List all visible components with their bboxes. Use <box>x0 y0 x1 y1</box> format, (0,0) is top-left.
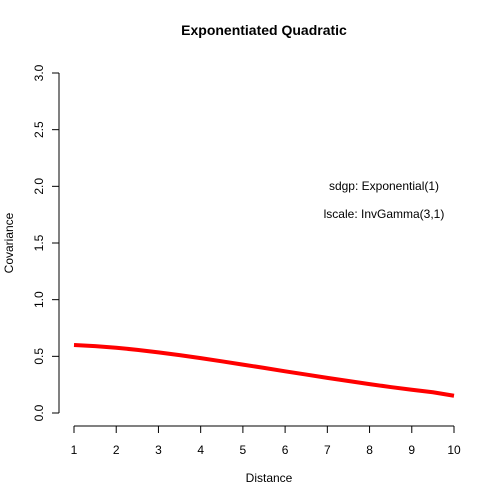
y-tick-label: 2.5 <box>32 121 46 138</box>
annotation-sdgp: sdgp: Exponential(1) <box>329 179 439 193</box>
x-tick-label: 7 <box>324 443 331 457</box>
x-tick-label: 10 <box>447 443 461 457</box>
x-tick-label: 5 <box>240 443 247 457</box>
annotation-lscale: lscale: InvGamma(3,1) <box>324 207 445 221</box>
chart-title: Exponentiated Quadratic <box>181 22 347 38</box>
x-tick-label: 3 <box>155 443 162 457</box>
y-tick-label: 2.0 <box>32 178 46 195</box>
y-ticks: 0.0 0.5 1.0 1.5 2.0 2.5 3.0 <box>32 64 59 421</box>
x-tick-label: 8 <box>366 443 373 457</box>
y-axis-label: Covariance <box>2 212 16 273</box>
series-line <box>73 343 455 398</box>
y-tick-label: 1.0 <box>32 291 46 308</box>
y-tick-label: 0.0 <box>32 404 46 421</box>
x-tick-label: 1 <box>71 443 78 457</box>
x-tick-label: 4 <box>197 443 204 457</box>
y-tick-label: 0.5 <box>32 348 46 365</box>
x-axis-label: Distance <box>246 471 293 485</box>
x-tick-label: 2 <box>113 443 120 457</box>
y-tick-label: 3.0 <box>32 64 46 81</box>
x-tick-label: 9 <box>408 443 415 457</box>
x-ticks: 1 2 3 4 5 6 7 8 9 10 <box>71 426 461 457</box>
y-tick-label: 1.5 <box>32 234 46 251</box>
x-tick-label: 6 <box>282 443 289 457</box>
